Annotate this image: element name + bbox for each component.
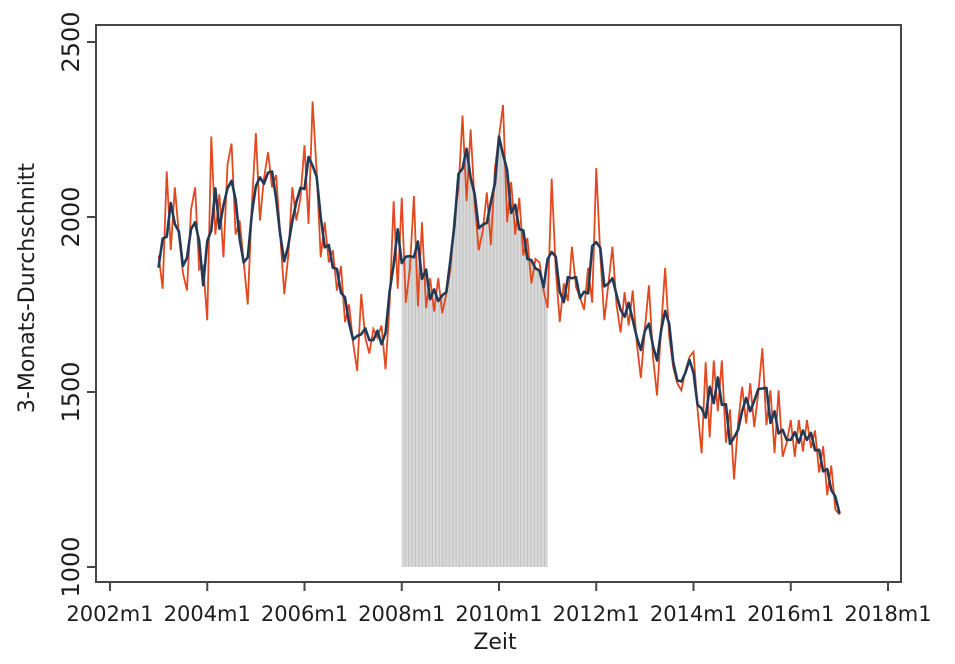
shaded-region [401,136,548,567]
y-tick-label: 2500 [57,11,85,72]
x-tick-label: 2006m1 [261,602,348,626]
x-tick-label: 2004m1 [164,602,251,626]
x-axis-title: Zeit [473,630,517,655]
x-tick-label: 2016m1 [747,602,834,626]
x-tick-label: 2018m1 [844,602,931,626]
y-tick-label: 1000 [57,536,85,597]
moving-average-line [157,135,841,515]
y-axis-title: 3-Monats-Durchschnitt [15,163,40,413]
plot-border [95,24,902,583]
x-tick-label: 2012m1 [553,602,640,626]
x-tick-label: 2008m1 [358,602,445,626]
x-tick-label: 2010m1 [455,602,542,626]
x-tick-label: 2014m1 [650,602,737,626]
y-tick-label: 2000 [57,186,85,247]
x-tick-label: 2002m1 [66,602,153,626]
y-tick-label: 1500 [57,361,85,422]
plot-area: 2002m1 2004m1 2006m1 2008m1 2010m1 2012m1 2014… [57,11,932,626]
